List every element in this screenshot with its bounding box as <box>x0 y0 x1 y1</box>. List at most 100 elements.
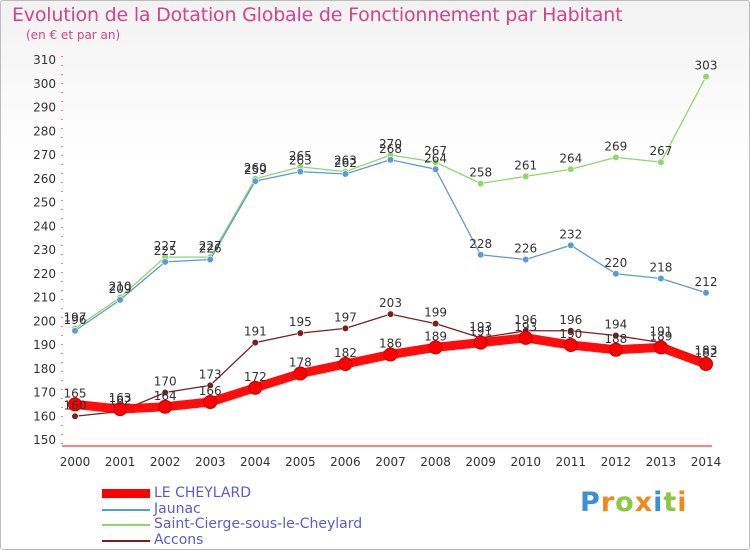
series-point <box>251 177 259 185</box>
series-point <box>383 347 398 362</box>
data-label: 195 <box>289 315 312 329</box>
legend-item: Accons <box>102 532 422 548</box>
data-label: 232 <box>559 227 582 241</box>
y-tick-label: 250 <box>33 196 56 210</box>
data-label: 188 <box>604 332 627 346</box>
series-point <box>612 153 620 161</box>
data-label: 262 <box>334 156 357 170</box>
legend-item: LE CHEYLARD <box>102 485 422 501</box>
x-tick-label: 2014 <box>691 455 722 469</box>
series-point <box>518 330 533 345</box>
y-tick-label: 210 <box>33 291 56 305</box>
series-point <box>702 73 710 81</box>
data-label: 218 <box>649 261 672 275</box>
series-point <box>386 310 395 318</box>
series-point <box>522 255 530 264</box>
series-point <box>431 320 440 328</box>
x-tick-label: 2013 <box>646 455 677 469</box>
data-label: 267 <box>649 144 672 158</box>
data-label: 196 <box>64 313 87 327</box>
series-point <box>113 402 128 417</box>
y-tick-label: 290 <box>33 101 56 115</box>
y-tick-label: 200 <box>33 314 56 328</box>
data-label: 178 <box>289 356 312 370</box>
series-point <box>71 327 79 335</box>
x-tick-label: 2003 <box>195 455 226 469</box>
series-point <box>206 255 214 264</box>
data-label: 172 <box>244 370 267 384</box>
series-point <box>293 366 308 381</box>
y-tick-label: 300 <box>33 77 56 91</box>
data-label: 265 <box>289 149 312 163</box>
series-point <box>206 381 214 389</box>
data-label: 191 <box>244 325 267 339</box>
y-tick-label: 230 <box>33 243 56 257</box>
y-tick-label: 160 <box>33 409 56 423</box>
series-line-2 <box>74 76 707 329</box>
series-point <box>612 270 620 278</box>
series-point <box>473 335 488 350</box>
series-point <box>477 179 485 188</box>
series-point <box>248 380 263 395</box>
legend-swatch <box>102 539 150 542</box>
data-label: 182 <box>334 346 357 360</box>
data-label: 259 <box>244 163 267 177</box>
x-tick-label: 2009 <box>465 455 496 469</box>
series-point <box>702 289 710 297</box>
series-point <box>161 388 169 397</box>
x-tick-label: 2008 <box>420 455 451 469</box>
legend-swatch <box>102 489 150 498</box>
data-label: 193 <box>469 320 492 334</box>
y-tick-label: 270 <box>33 148 56 162</box>
data-label: 268 <box>379 142 402 156</box>
series-point <box>71 412 79 420</box>
x-tick-label: 2006 <box>330 455 361 469</box>
x-tick-label: 2012 <box>601 455 632 469</box>
data-label: 189 <box>424 329 447 343</box>
legend-swatch <box>102 524 150 526</box>
x-tick-label: 2001 <box>105 455 136 469</box>
data-label: 183 <box>695 344 718 358</box>
series-point <box>338 357 353 371</box>
y-tick-label: 190 <box>33 338 56 352</box>
chart-legend: LE CHEYLARD Jaunac Saint-Cierge-sous-le-Ch… <box>102 485 422 548</box>
y-tick-label: 280 <box>33 124 56 138</box>
series-point <box>567 165 575 173</box>
data-label: 209 <box>109 282 132 296</box>
data-label: 212 <box>695 275 718 289</box>
legend-label: Accons <box>154 531 204 548</box>
data-label: 164 <box>154 389 177 403</box>
series-point <box>612 331 620 340</box>
data-label: 165 <box>64 386 87 400</box>
series-point <box>699 357 713 371</box>
data-label: 193 <box>514 320 537 334</box>
data-label: 261 <box>514 158 537 172</box>
series-point <box>341 324 350 332</box>
series-point <box>608 342 623 357</box>
data-label: 258 <box>469 166 492 180</box>
data-label: 270 <box>379 137 402 151</box>
y-tick-label: 170 <box>33 386 56 400</box>
series-point <box>296 329 304 337</box>
series-point <box>251 339 259 347</box>
data-label: 267 <box>424 144 447 158</box>
legend-label: LE CHEYLARD <box>154 485 252 501</box>
series-point <box>522 172 530 180</box>
data-label: 186 <box>379 337 402 351</box>
x-tick-label: 2002 <box>150 455 181 469</box>
legend-label: Jaunac <box>154 500 201 517</box>
x-tick-label: 2004 <box>240 455 271 469</box>
x-tick-label: 2007 <box>375 455 406 469</box>
data-label: 264 <box>559 151 582 165</box>
legend-swatch <box>102 508 150 511</box>
data-label: 163 <box>109 391 132 405</box>
series-point <box>563 338 578 352</box>
series-point <box>161 258 169 266</box>
y-tick-label: 180 <box>33 362 56 376</box>
chart-subtitle: (en € et par an) <box>26 28 121 42</box>
data-label: 269 <box>604 139 627 153</box>
series-point <box>657 274 665 283</box>
series-point <box>203 395 218 409</box>
legend-item: Jaunac <box>102 501 422 517</box>
data-label: 264 <box>424 151 447 165</box>
